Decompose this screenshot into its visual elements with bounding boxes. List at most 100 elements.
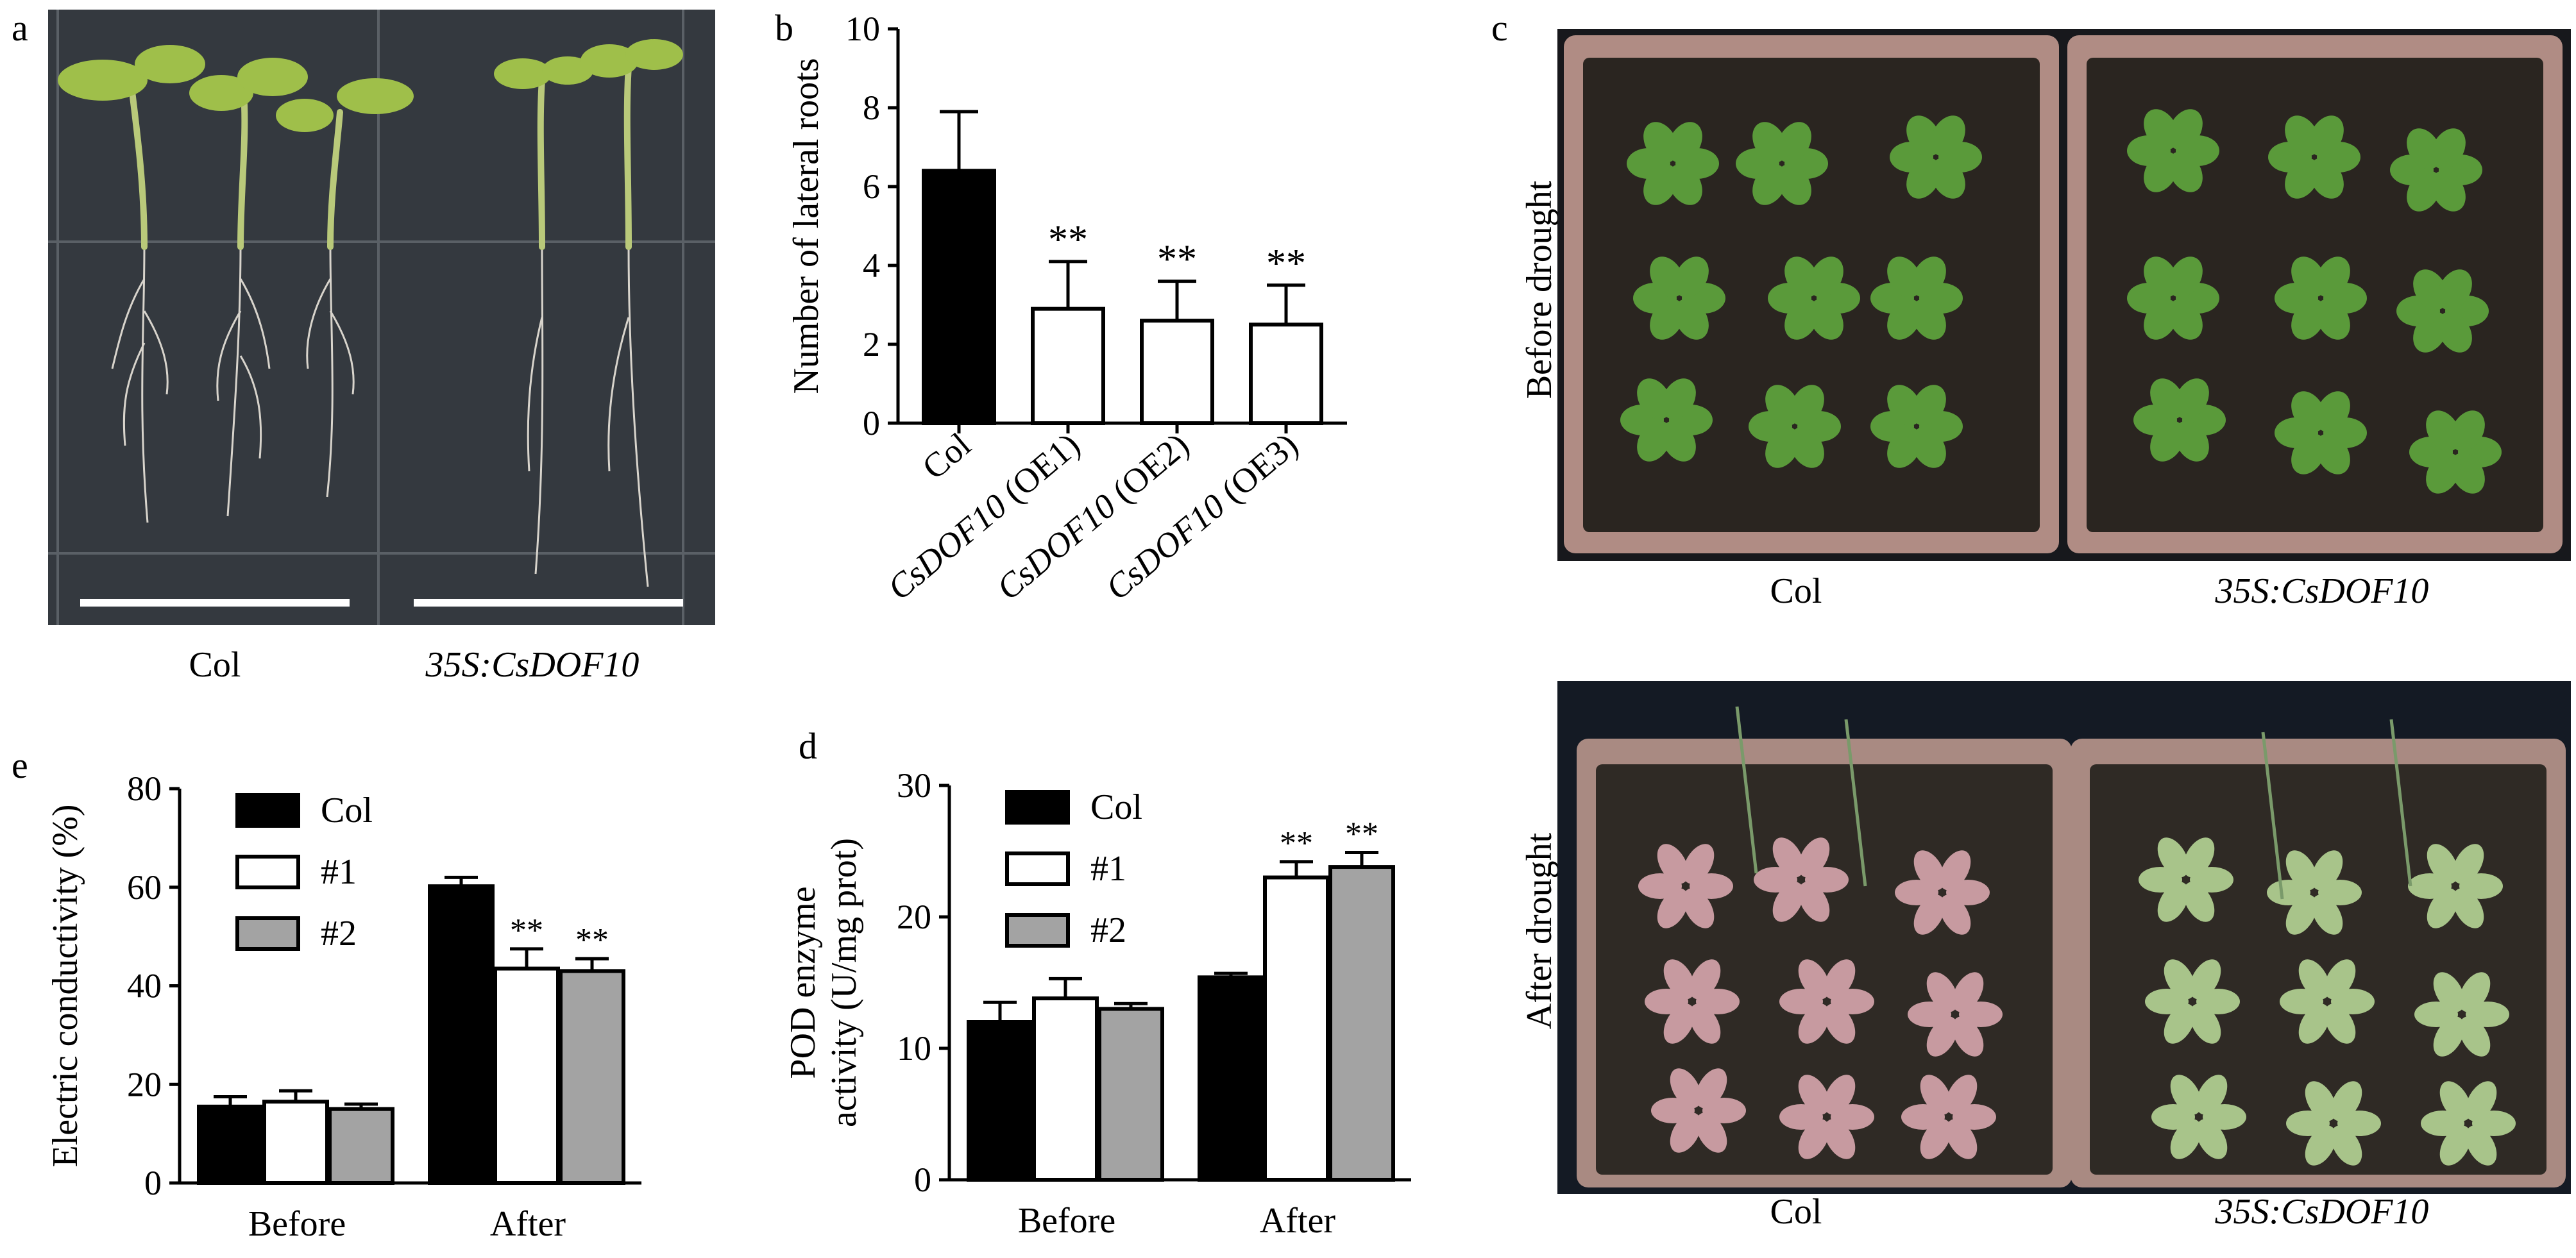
chart-b-y-tick-label: 4 [863, 246, 880, 285]
chart-d-legend-swatch [1005, 790, 1070, 825]
chart-d-ylabel-line: POD enzyme [783, 886, 823, 1078]
drought-plant [1901, 1075, 1996, 1159]
drought-leaf [1952, 1016, 1984, 1057]
chart-e-legend-label: Col [321, 791, 373, 830]
rosette-plant [1870, 256, 1963, 340]
chart-e-y-tick-label: 20 [127, 1065, 162, 1103]
chart-b-x-tick-label: CsDOF10 (OE2) [989, 425, 1196, 607]
chart-b-x-tick-label-suffix: (OE3) [1207, 425, 1305, 516]
drought-plant [1779, 959, 1874, 1044]
chart-e-bar [559, 969, 625, 1185]
caption-a-oe: 35S:CsDOF10 [425, 645, 640, 685]
before-drought-drawing [1557, 29, 2571, 561]
drought-leaf [1695, 1068, 1727, 1109]
chart-e-x-tick-label: After [490, 1204, 566, 1244]
drought-leaf [1695, 1112, 1727, 1153]
caption-c-col-bottom: Col [1770, 1192, 1822, 1232]
drought-leaf [2305, 1081, 2337, 1121]
rosette-leaf [2431, 128, 2466, 169]
chart-b-x-tick-label: CsDOF10 (OE3) [1098, 425, 1305, 607]
chart-e-legend-swatch [235, 916, 300, 951]
drought-plant [2267, 850, 2362, 935]
rosette-plant [2133, 378, 2226, 462]
drought-leaf [1682, 844, 1715, 884]
row-label-after: After drought [1520, 832, 1559, 1030]
rosette-leaf [1668, 122, 1702, 163]
drought-plant [2280, 959, 2375, 1044]
chart-d-legend-label: #2 [1090, 910, 1126, 950]
drought-leaf [2465, 1125, 2497, 1166]
drought-leaf [1939, 894, 1971, 935]
chart-e-bar [262, 1100, 329, 1185]
chart-b-bar [1140, 319, 1214, 425]
rosette-plant [2396, 269, 2489, 353]
drought-leaf [1913, 850, 1945, 891]
before-plants [1620, 109, 2502, 494]
chart-e-legend-label: #1 [321, 852, 357, 892]
chart-e: 0 20 40 60 80 Electric conductivity (%) Before… [46, 769, 641, 1244]
chart-d-bar [1328, 865, 1395, 1182]
panel-letter-c: c [1491, 7, 1508, 49]
rosette-plant [1620, 378, 1713, 462]
chart-d-significance: ** [1345, 816, 1378, 853]
chart-b-significance: ** [1266, 242, 1306, 285]
rosette-leaf [2168, 256, 2203, 298]
row-label-before: Before drought [1520, 180, 1559, 399]
chart-d-bar [1263, 875, 1330, 1182]
col-seedlings [58, 45, 414, 523]
chart-e-bar [493, 966, 560, 1185]
chart-e-y-tick-label: 80 [127, 769, 162, 808]
rosette-leaf [2450, 410, 2485, 451]
chart-d-significance: ** [1280, 825, 1313, 862]
chart-b-y-tick-label: 0 [863, 404, 880, 442]
chart-b-y-tick-label: 2 [863, 325, 880, 364]
flower-stem [2389, 719, 2412, 887]
panel-letter-d: d [799, 725, 817, 767]
drought-leaf [1952, 972, 1984, 1012]
drought-leaf [1772, 837, 1804, 878]
chart-d-legend-label: Col [1090, 787, 1142, 827]
drought-leaf [2465, 1081, 2497, 1121]
drought-leaf [2330, 1125, 2362, 1166]
drought-leaf [2157, 837, 2189, 878]
drought-leaf [1824, 1119, 1856, 1159]
drought-plant [1754, 837, 1849, 922]
chart-d-legend-swatch [1005, 913, 1070, 948]
drought-leaf [1798, 882, 1830, 922]
chart-b-x-tick-label-suffix: (OE1) [989, 425, 1087, 516]
drought-leaf [2189, 1003, 2221, 1044]
drought-leaf [2183, 882, 2215, 922]
panel-letter-e: e [12, 744, 28, 786]
drought-leaf [1945, 1119, 1978, 1159]
drought-leaf [2452, 888, 2484, 928]
chart-b-y-tick-label: 6 [863, 167, 880, 206]
chart-b-x-tick-label-suffix: (OE2) [1098, 425, 1196, 516]
rosette-plant [2127, 256, 2219, 340]
rosette-plant [2275, 391, 2367, 474]
chart-d-bar [1097, 1007, 1164, 1182]
chart-b-bar [922, 169, 996, 425]
flower-stem [1844, 719, 1867, 887]
drought-leaf [2459, 1016, 2491, 1057]
drought-leaf [2311, 894, 2343, 935]
rosette-leaf [1809, 256, 1843, 298]
drought-plant [1651, 1068, 1746, 1153]
drought-leaf [1824, 959, 1856, 1000]
chart-d: 0 10 20 30 POD enzyme activity (U/mg prot) Bef… [783, 766, 1411, 1241]
chart-d-x-tick-label: Before [1018, 1201, 1115, 1241]
drought-leaf [2439, 1081, 2471, 1121]
panel-letter-b: b [775, 7, 793, 49]
chart-e-ylabel: Electric conductivity (%) [46, 805, 85, 1168]
chart-d-legend-label: #1 [1090, 849, 1126, 889]
chart-b-y-tick-label: 8 [863, 88, 880, 127]
drought-leaf [2433, 972, 2465, 1012]
chart-d-y-tick-label: 0 [914, 1161, 931, 1199]
drought-leaf [2452, 844, 2484, 884]
drought-plant [2145, 959, 2240, 1044]
chart-b: 0 2 4 6 8 10 Number of lateral roots Col ** CsDOF… [786, 10, 1347, 607]
chart-e-bar [197, 1104, 264, 1185]
drought-leaf [1926, 972, 1958, 1012]
drought-leaf [1663, 959, 1695, 1000]
drought-leaf [1920, 1075, 1952, 1115]
after-plants [1638, 706, 2516, 1166]
